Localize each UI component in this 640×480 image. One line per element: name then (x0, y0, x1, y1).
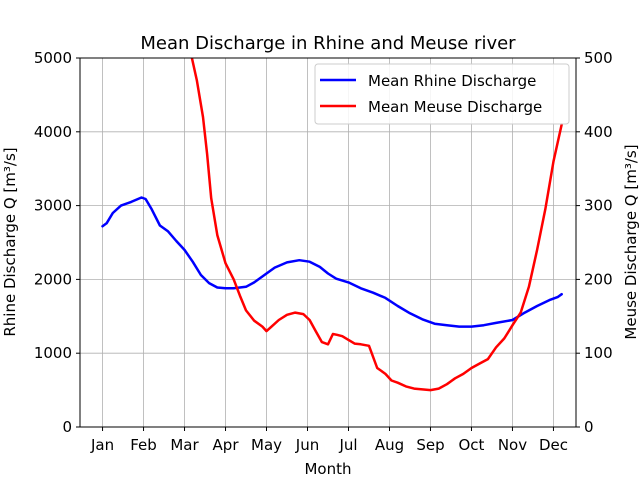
x-axis-label: Month (304, 460, 351, 478)
x-tick-label: Apr (213, 436, 240, 454)
legend: Mean Rhine Discharge Mean Meuse Discharg… (314, 63, 570, 125)
plot-frame (79, 57, 577, 428)
right-axis-label: Meuse Discharge Q [m³/s] (622, 144, 640, 339)
right-tick-label: 300 (584, 197, 613, 215)
legend-box (314, 63, 570, 125)
grid-lines (80, 57, 576, 428)
x-tick-label: Sep (416, 436, 444, 454)
x-tick-label: Jun (295, 436, 319, 454)
right-tick-label: 400 (584, 123, 613, 141)
left-tick-label: 0 (62, 418, 72, 436)
left-tick-label: 5000 (34, 49, 72, 67)
left-axis-ticks: 0 1000 2000 3000 4000 5000 (34, 49, 80, 436)
right-tick-label: 200 (584, 270, 613, 288)
right-tick-label: 100 (584, 344, 613, 362)
series-line-mean-meuse-discharge (190, 58, 563, 392)
left-tick-label: 3000 (34, 197, 72, 215)
legend-rhine-label: Mean Rhine Discharge (368, 72, 536, 90)
series-line-mean-rhine-discharge (101, 196, 563, 328)
left-tick-label: 4000 (34, 123, 72, 141)
x-tick-label: Mar (170, 436, 199, 454)
right-tick-label: 500 (584, 49, 613, 67)
x-tick-label: Dec (539, 436, 568, 454)
x-tick-label: Nov (498, 436, 527, 454)
left-tick-label: 2000 (34, 270, 72, 288)
x-tick-label: May (251, 436, 282, 454)
right-axis-ticks: 0 100 200 300 400 500 (576, 49, 613, 436)
left-axis-label: Rhine Discharge Q [m³/s] (1, 147, 19, 336)
left-tick-label: 1000 (34, 344, 72, 362)
right-tick-label: 0 (584, 418, 594, 436)
x-tick-label: Jan (90, 436, 114, 454)
x-tick-label: Aug (375, 436, 404, 454)
x-tick-label: Jul (338, 436, 357, 454)
x-tick-label: Feb (130, 436, 157, 454)
series-layer (101, 58, 563, 392)
x-axis-ticks: Jan Feb Mar Apr May Jun Jul Aug Sep Oct Nov Dec (90, 427, 568, 454)
x-tick-label: Oct (459, 436, 485, 454)
legend-meuse-label: Mean Meuse Discharge (368, 98, 542, 116)
chart-title: Mean Discharge in Rhine and Meuse river (140, 33, 516, 54)
